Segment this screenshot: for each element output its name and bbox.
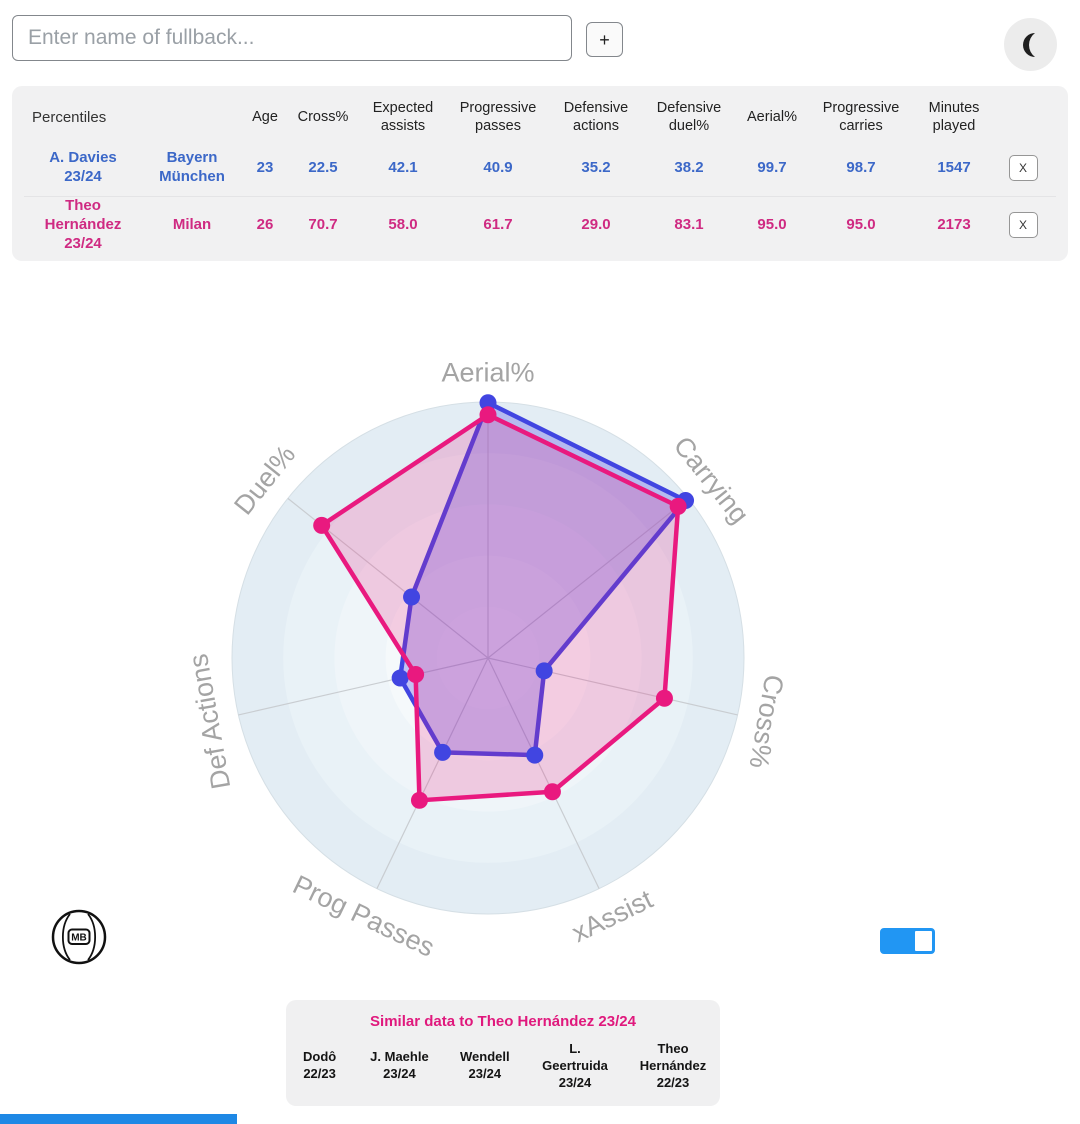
stat-defensive-duel: 83.1 <box>674 215 704 233</box>
player-team: Bayern München <box>159 149 225 185</box>
stat-minutes-played: 1547 <box>937 158 971 176</box>
stat-expected-assists: 58.0 <box>388 215 418 233</box>
radar-point <box>479 406 497 424</box>
stat-age: 23 <box>256 158 274 176</box>
table-corner-label: Percentiles <box>32 108 107 126</box>
similar-panel-title: Similar data to Theo Hernández 23/24 <box>370 1013 636 1030</box>
radar-grid-spoke <box>487 657 738 716</box>
column-header-minutes-played: Minutes played <box>928 100 980 134</box>
radar-point <box>407 666 425 684</box>
radar-point <box>403 588 421 606</box>
similar-player[interactable]: Theo Hernández 22/23 <box>639 1041 707 1090</box>
stat-progressive-passes: 61.7 <box>483 215 513 233</box>
add-player-button[interactable]: + <box>586 22 623 57</box>
chart-mode-toggle[interactable] <box>880 928 935 954</box>
radar-point <box>526 746 544 764</box>
column-header-cross: Cross% <box>297 109 349 126</box>
search-input[interactable] <box>12 15 572 61</box>
player-name: A. Davies 23/24 <box>49 149 117 185</box>
radar-axis-label: Def Actions <box>183 652 236 792</box>
radar-point <box>543 783 561 801</box>
similar-players-list: Dodô 22/23 J. Maehle 23/24 Wendell 23/24… <box>296 1041 710 1092</box>
radar-axis-label: Cross% <box>743 672 789 770</box>
radar-grid-spoke <box>487 497 689 659</box>
radar-point <box>669 497 687 515</box>
mb-logo: MB <box>50 908 108 966</box>
radar-grid-spoke <box>376 657 489 889</box>
column-header-progressive-passes: Progressive passes <box>459 100 537 134</box>
remove-player-button[interactable]: X <box>1008 212 1038 239</box>
radar-grid-spoke <box>238 657 489 716</box>
remove-player-button[interactable]: X <box>1008 155 1038 181</box>
radar-series-polygon <box>319 412 681 803</box>
radar-point <box>655 689 673 707</box>
stat-aerial: 95.0 <box>757 215 787 233</box>
column-header-defensive-duel: Defensive duel% <box>656 100 722 134</box>
table-header-row: Percentiles Age Cross% Expected assists … <box>24 96 1056 140</box>
radar-point <box>434 743 452 761</box>
stat-progressive-carries: 98.7 <box>846 158 876 176</box>
logo-text: MB <box>71 933 87 944</box>
similar-players-panel: Similar data to Theo Hernández 23/24 Dod… <box>286 1000 720 1106</box>
stat-defensive-duel: 38.2 <box>674 158 704 176</box>
radar-series-polygon <box>397 400 688 758</box>
bottom-accent-bar <box>0 1114 237 1124</box>
table-row: Theo Hernández 23/24 Milan 26 70.7 58.0 … <box>24 196 1056 253</box>
table-row: A. Davies 23/24 Bayern München 23 22.5 4… <box>24 140 1056 196</box>
stat-cross: 70.7 <box>308 215 338 233</box>
similar-player[interactable]: Wendell 23/24 <box>460 1049 510 1082</box>
stat-expected-assists: 42.1 <box>388 158 418 176</box>
stat-defensive-actions: 35.2 <box>581 158 611 176</box>
radar-grid-spoke <box>487 657 600 889</box>
stat-aerial: 99.7 <box>757 158 787 176</box>
column-header-age: Age <box>252 109 278 126</box>
toggle-knob <box>913 929 934 953</box>
radar-point <box>391 669 409 687</box>
similar-player[interactable]: L. Geertruida 23/24 <box>542 1041 608 1090</box>
column-header-progressive-carries: Progressive carries <box>822 100 900 134</box>
stat-age: 26 <box>256 215 274 233</box>
theme-toggle-button[interactable] <box>1004 18 1057 71</box>
radar-point <box>313 516 331 534</box>
percentiles-table: Percentiles Age Cross% Expected assists … <box>12 86 1068 262</box>
similar-player[interactable]: Dodô 22/23 <box>302 1049 337 1082</box>
radar-axis-label: Aerial% <box>441 357 534 387</box>
column-header-aerial: Aerial% <box>747 109 797 126</box>
column-header-defensive-actions: Defensive actions <box>563 100 629 134</box>
moon-icon <box>1022 32 1035 57</box>
column-header-expected-assists: Expected assists <box>372 100 434 134</box>
stat-progressive-carries: 95.0 <box>846 215 876 233</box>
radar-point <box>410 791 428 809</box>
radar-point <box>479 394 497 412</box>
stat-progressive-passes: 40.9 <box>483 158 513 176</box>
stat-cross: 22.5 <box>308 158 338 176</box>
stat-defensive-actions: 29.0 <box>581 215 611 233</box>
radar-point <box>535 662 553 680</box>
player-name: Theo Hernández 23/24 <box>44 197 122 252</box>
similar-player[interactable]: J. Maehle 23/24 <box>370 1049 429 1082</box>
stat-minutes-played: 2173 <box>937 215 971 233</box>
player-team: Milan <box>172 215 212 233</box>
